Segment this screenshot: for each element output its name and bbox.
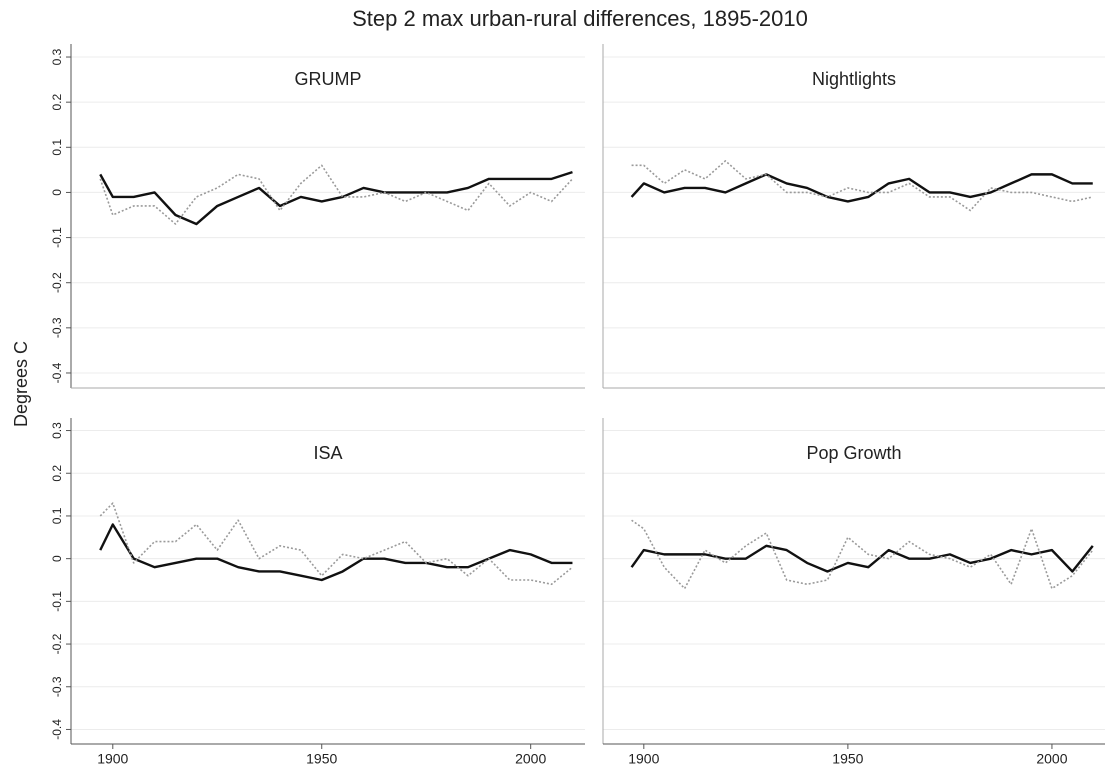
x-tick-label: 1950 — [832, 751, 863, 767]
y-tick-label: -0.4 — [50, 362, 64, 383]
y-tick-label: 0.1 — [50, 139, 64, 156]
y-tick-label: -0.3 — [50, 317, 64, 338]
y-tick-label: -0.3 — [50, 676, 64, 697]
y-tick-label: -0.1 — [50, 591, 64, 612]
series-line — [99, 502, 573, 586]
y-tick-label: -0.4 — [50, 719, 64, 740]
y-tick-label: 0.3 — [50, 422, 64, 439]
series-line — [99, 164, 574, 225]
y-tick-label: 0.3 — [50, 48, 64, 65]
series-line — [99, 170, 573, 226]
y-tick-label: -0.2 — [50, 272, 64, 293]
chart-title: Step 2 max urban-rural differences, 1895… — [352, 6, 808, 31]
x-tick-label: 2000 — [1036, 751, 1067, 767]
y-axis-label: Degrees C — [11, 341, 31, 427]
y-tick-label: 0 — [50, 189, 64, 196]
series-line — [630, 544, 1094, 573]
x-tick-label: 1900 — [97, 751, 128, 767]
series-line — [631, 160, 1093, 212]
panel-title: ISA — [313, 443, 342, 463]
x-tick-label: 2000 — [515, 751, 546, 767]
series-line — [630, 173, 1093, 203]
y-tick-label: -0.1 — [50, 227, 64, 248]
series-line — [99, 523, 573, 582]
y-tick-label: -0.2 — [50, 633, 64, 654]
panel-title: GRUMP — [295, 69, 362, 89]
panel-title: Pop Growth — [806, 443, 901, 463]
y-tick-label: 0.1 — [50, 507, 64, 524]
series-line — [631, 519, 1094, 590]
y-tick-label: 0.2 — [50, 465, 64, 482]
y-tick-label: 0 — [50, 555, 64, 562]
x-tick-label: 1900 — [628, 751, 659, 767]
panel-title: Nightlights — [812, 69, 896, 89]
y-tick-label: 0.2 — [50, 93, 64, 110]
x-tick-label: 1950 — [306, 751, 337, 767]
